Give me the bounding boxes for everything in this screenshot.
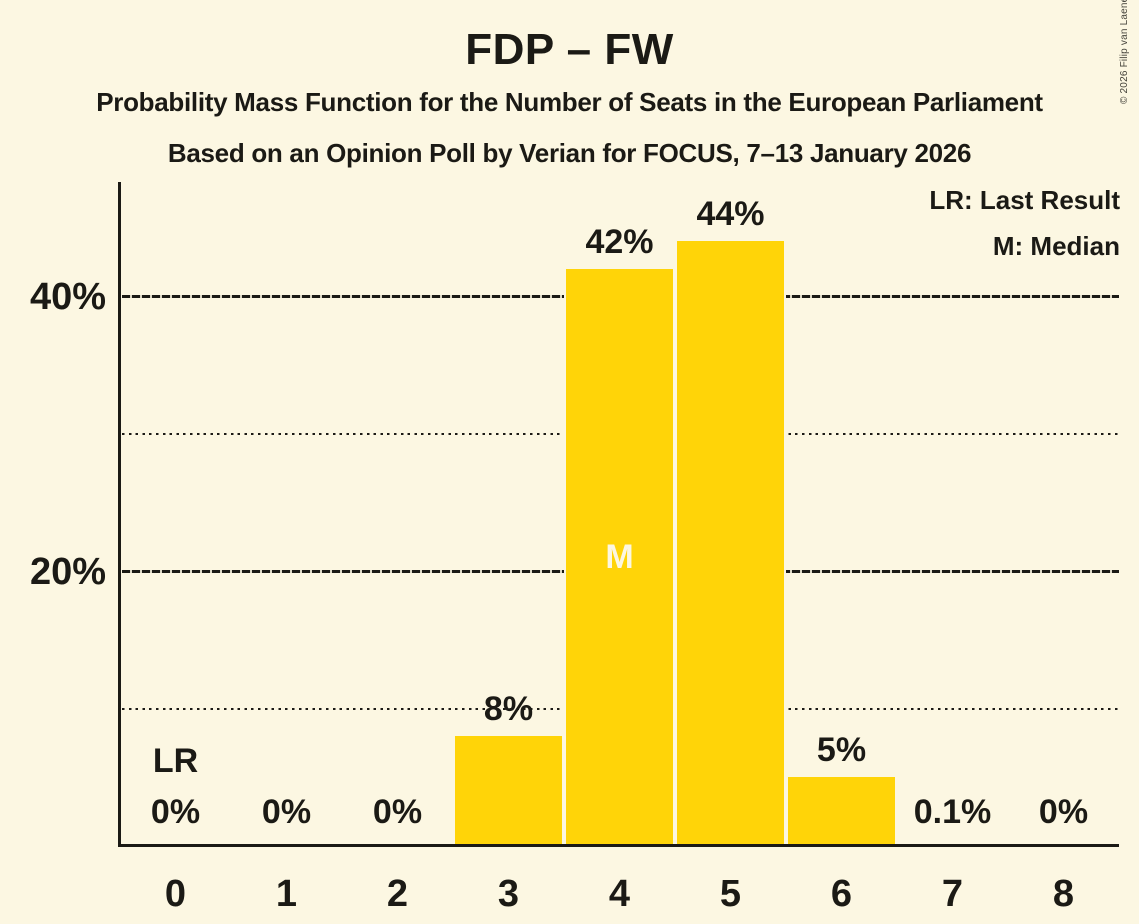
y-axis-line xyxy=(118,182,121,847)
value-label-seat-7: 0.1% xyxy=(913,793,992,831)
value-label-seat-5: 44% xyxy=(696,195,765,233)
value-label-seat-4: 42% xyxy=(585,222,654,261)
x-tick-2: 2 xyxy=(386,873,409,915)
copyright-notice: © 2026 Filip van Laenen xyxy=(1119,0,1130,104)
bar-seat-3 xyxy=(453,736,564,847)
y-tick-20: 20% xyxy=(29,551,106,593)
legend-median: M: Median xyxy=(992,231,1120,261)
x-tick-1: 1 xyxy=(275,873,298,915)
median-marker: M xyxy=(605,538,634,577)
value-label-seat-0: 0% xyxy=(150,793,201,831)
bar-seat-6 xyxy=(786,777,897,847)
y-tick-40: 40% xyxy=(29,276,106,318)
x-tick-7: 7 xyxy=(941,873,964,915)
x-tick-0: 0 xyxy=(164,873,187,915)
value-label-seat-8: 0% xyxy=(1038,793,1089,831)
x-tick-3: 3 xyxy=(497,873,520,915)
value-label-seat-1: 0% xyxy=(261,793,312,831)
bar-seat-5 xyxy=(675,241,786,847)
legend: LR: Last Result M: Median xyxy=(929,177,1120,269)
legend-last-result: LR: Last Result xyxy=(929,185,1120,215)
last-result-marker: LR xyxy=(152,742,199,780)
page-title: FDP – FW xyxy=(465,25,674,74)
value-label-seat-2: 0% xyxy=(372,793,423,831)
x-tick-6: 6 xyxy=(830,873,853,915)
x-tick-8: 8 xyxy=(1052,873,1075,915)
chart-poll-source: Based on an Opinion Poll by Verian for F… xyxy=(167,138,972,168)
bar-seat-4 xyxy=(564,268,675,847)
x-axis-line xyxy=(118,844,1119,847)
value-label-seat-6: 5% xyxy=(816,731,867,770)
value-label-seat-3: 8% xyxy=(483,690,534,728)
x-tick-4: 4 xyxy=(608,873,631,915)
x-tick-5: 5 xyxy=(719,873,742,915)
chart-subtitle: Probability Mass Function for the Number… xyxy=(96,87,1043,117)
